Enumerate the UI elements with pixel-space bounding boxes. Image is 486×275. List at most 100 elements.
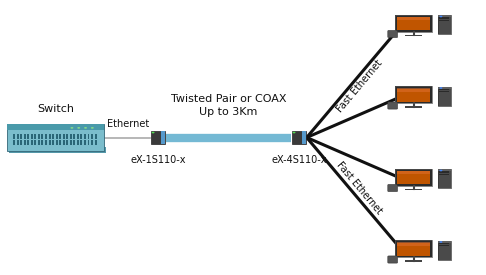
Bar (38, 140, 40, 145)
Bar (437, 241, 451, 260)
Bar (395, 169, 432, 186)
Bar (397, 17, 430, 30)
Bar (45, 134, 47, 139)
Circle shape (439, 170, 442, 171)
Circle shape (84, 127, 87, 129)
Bar (397, 243, 430, 256)
Bar (77, 140, 79, 145)
Bar (13, 134, 15, 139)
Bar (91, 140, 93, 145)
Text: eX-4S110-x: eX-4S110-x (271, 155, 327, 165)
Bar (439, 91, 449, 92)
FancyBboxPatch shape (7, 124, 104, 151)
Circle shape (91, 127, 94, 129)
Bar (91, 134, 93, 139)
Text: Fast Ethernet: Fast Ethernet (334, 160, 384, 216)
Text: Fast Ethernet: Fast Ethernet (334, 59, 384, 115)
Bar (405, 35, 422, 37)
Bar (84, 140, 86, 145)
Bar (439, 243, 449, 244)
Circle shape (77, 127, 80, 129)
Bar (73, 140, 75, 145)
Bar (439, 20, 449, 21)
Bar (55, 134, 58, 139)
Bar (439, 171, 449, 173)
Bar (437, 87, 451, 89)
Bar (17, 134, 18, 139)
FancyBboxPatch shape (388, 102, 398, 109)
Bar (439, 89, 449, 90)
Bar (27, 134, 29, 139)
Bar (87, 140, 89, 145)
Bar (84, 134, 86, 139)
Bar (35, 140, 36, 145)
Bar (81, 134, 83, 139)
Bar (63, 140, 65, 145)
Bar (49, 134, 51, 139)
Bar (63, 134, 65, 139)
Bar (41, 140, 43, 145)
Bar (31, 140, 33, 145)
Bar (439, 17, 449, 19)
Bar (24, 134, 26, 139)
Bar (405, 106, 422, 108)
Circle shape (70, 127, 73, 129)
Bar (55, 140, 58, 145)
Bar (302, 131, 306, 144)
Bar (437, 15, 451, 18)
FancyBboxPatch shape (388, 256, 398, 263)
Bar (20, 140, 22, 145)
Bar (70, 134, 72, 139)
FancyBboxPatch shape (388, 185, 398, 192)
Bar (52, 140, 54, 145)
Bar (437, 169, 451, 188)
Bar (437, 87, 451, 106)
Bar (49, 140, 51, 145)
Bar (437, 15, 451, 34)
Bar (395, 15, 432, 32)
Bar (7, 124, 104, 130)
Bar (95, 140, 97, 145)
Bar (437, 241, 451, 243)
FancyBboxPatch shape (388, 31, 398, 38)
Bar (397, 171, 430, 184)
Bar (395, 241, 432, 257)
Bar (66, 134, 68, 139)
Bar (35, 134, 36, 139)
Circle shape (439, 241, 442, 243)
Bar (397, 243, 430, 246)
Bar (395, 15, 432, 32)
FancyBboxPatch shape (9, 147, 106, 153)
Bar (59, 140, 61, 145)
Bar (52, 134, 54, 139)
Bar (395, 241, 432, 257)
Bar (38, 134, 40, 139)
Bar (87, 134, 89, 139)
Bar (95, 134, 97, 139)
Bar (66, 140, 68, 145)
Bar (27, 140, 29, 145)
Bar (439, 174, 449, 175)
Bar (73, 134, 75, 139)
Bar (77, 134, 79, 139)
Bar (395, 169, 432, 186)
Bar (45, 140, 47, 145)
Bar (405, 260, 422, 262)
Bar (24, 140, 26, 145)
Circle shape (439, 16, 442, 17)
Bar (397, 17, 430, 20)
Circle shape (152, 132, 155, 133)
Text: Switch: Switch (37, 104, 74, 114)
Bar (397, 89, 430, 92)
Text: Twisted Pair or COAX
Up to 3Km: Twisted Pair or COAX Up to 3Km (171, 94, 286, 117)
Bar (395, 87, 432, 103)
Bar (437, 169, 451, 188)
Bar (59, 134, 61, 139)
Bar (437, 15, 451, 34)
Bar (31, 134, 33, 139)
Circle shape (293, 132, 295, 133)
Bar (41, 134, 43, 139)
Bar (439, 245, 449, 246)
Circle shape (439, 87, 442, 89)
Bar (20, 134, 22, 139)
